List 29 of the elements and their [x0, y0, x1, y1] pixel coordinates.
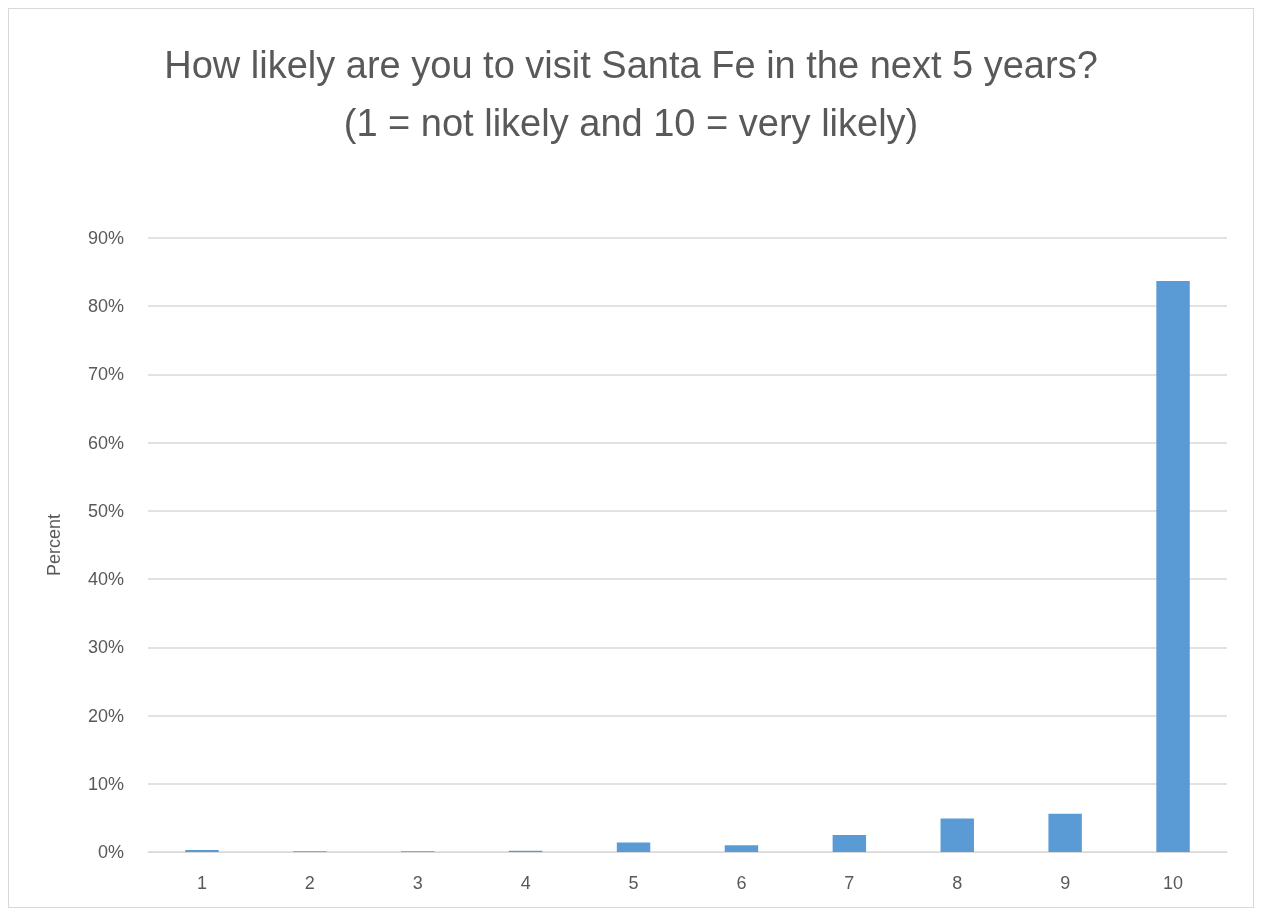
- y-tick-label: 60%: [87, 432, 124, 453]
- x-tick-label: 3: [412, 873, 423, 893]
- x-tick-label: 2: [304, 873, 315, 893]
- bar: [616, 842, 651, 852]
- chart-title: How likely are you to visit Santa Fe in the next 5 years? (1 = not likely and 10 = very likely): [164, 44, 1098, 144]
- x-tick-label: 6: [736, 873, 747, 893]
- x-tick-label: 10: [1163, 873, 1184, 893]
- bar: [1156, 280, 1190, 852]
- bar: [940, 818, 974, 852]
- y-tick-label: 40%: [87, 569, 124, 590]
- x-tick-label: 5: [628, 873, 639, 893]
- x-tick-label: 7: [844, 873, 855, 893]
- bar: [185, 849, 219, 852]
- y-tick-label: 30%: [87, 637, 124, 658]
- x-tick-label: 4: [520, 873, 531, 893]
- x-tick-label: 9: [1060, 873, 1071, 893]
- y-tick-label: 70%: [87, 364, 124, 385]
- x-tick-label: 8: [952, 873, 963, 893]
- x-tick-label: 1: [196, 873, 207, 893]
- y-tick-label: 0%: [97, 842, 124, 862]
- y-tick-label: 50%: [87, 500, 124, 521]
- bar: [832, 834, 867, 852]
- y-tick-label: 10%: [87, 773, 124, 794]
- y-tick-label: 20%: [87, 705, 124, 726]
- bar: [1048, 813, 1082, 852]
- y-tick-label: 80%: [87, 296, 124, 317]
- y-tick-label: 90%: [87, 228, 124, 248]
- bar: [724, 845, 759, 852]
- y-axis-title: Percent: [44, 513, 64, 577]
